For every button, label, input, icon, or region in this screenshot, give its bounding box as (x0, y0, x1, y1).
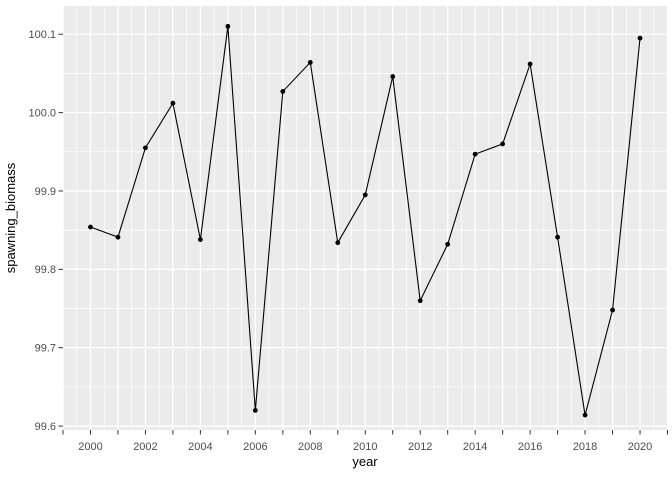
data-point (555, 234, 560, 240)
data-point (225, 23, 231, 29)
x-axis-title: year (352, 454, 378, 469)
data-point (170, 100, 176, 106)
data-point (637, 35, 643, 41)
x-tick-label: 2010 (353, 441, 377, 453)
data-point (445, 241, 451, 247)
data-point (307, 60, 313, 65)
data-point (472, 151, 478, 157)
x-tick-label: 2008 (298, 441, 322, 453)
data-point (527, 61, 533, 67)
data-point (362, 192, 368, 198)
x-tick-label: 2012 (408, 441, 432, 453)
y-axis-title: spawning_biomass (3, 162, 18, 273)
data-point (115, 234, 121, 240)
y-tick-label: 100.0 (28, 107, 56, 119)
data-point (88, 224, 93, 230)
x-tick-label: 2014 (463, 441, 487, 453)
y-tick-label: 99.6 (35, 421, 56, 433)
x-tick-label: 2000 (78, 441, 102, 453)
data-point (417, 298, 423, 304)
x-tick-label: 2006 (243, 441, 267, 453)
axes: 2000 2002 2004 2006 2008 2010 2012 2014 2016 2018… (28, 29, 668, 453)
y-tick-label: 99.8 (35, 264, 56, 276)
y-tick-label: 99.7 (35, 343, 56, 355)
x-tick-label: 2016 (518, 441, 542, 453)
y-tick-label: 100.1 (28, 29, 56, 41)
x-tick-label: 2002 (133, 441, 157, 453)
data-point (500, 141, 506, 147)
data-point (610, 307, 615, 313)
x-tick-label: 2018 (573, 441, 597, 453)
y-tick-label: 99.9 (35, 186, 56, 198)
x-tick-label: 2004 (188, 441, 212, 453)
data-point (335, 240, 341, 246)
x-tick-label: 2020 (628, 441, 652, 453)
data-point (252, 408, 258, 413)
data-point (280, 89, 286, 94)
data-point (390, 74, 396, 79)
plot-panel (62, 6, 669, 430)
data-point (143, 145, 148, 151)
data-point (197, 237, 203, 242)
data-point (582, 412, 588, 418)
